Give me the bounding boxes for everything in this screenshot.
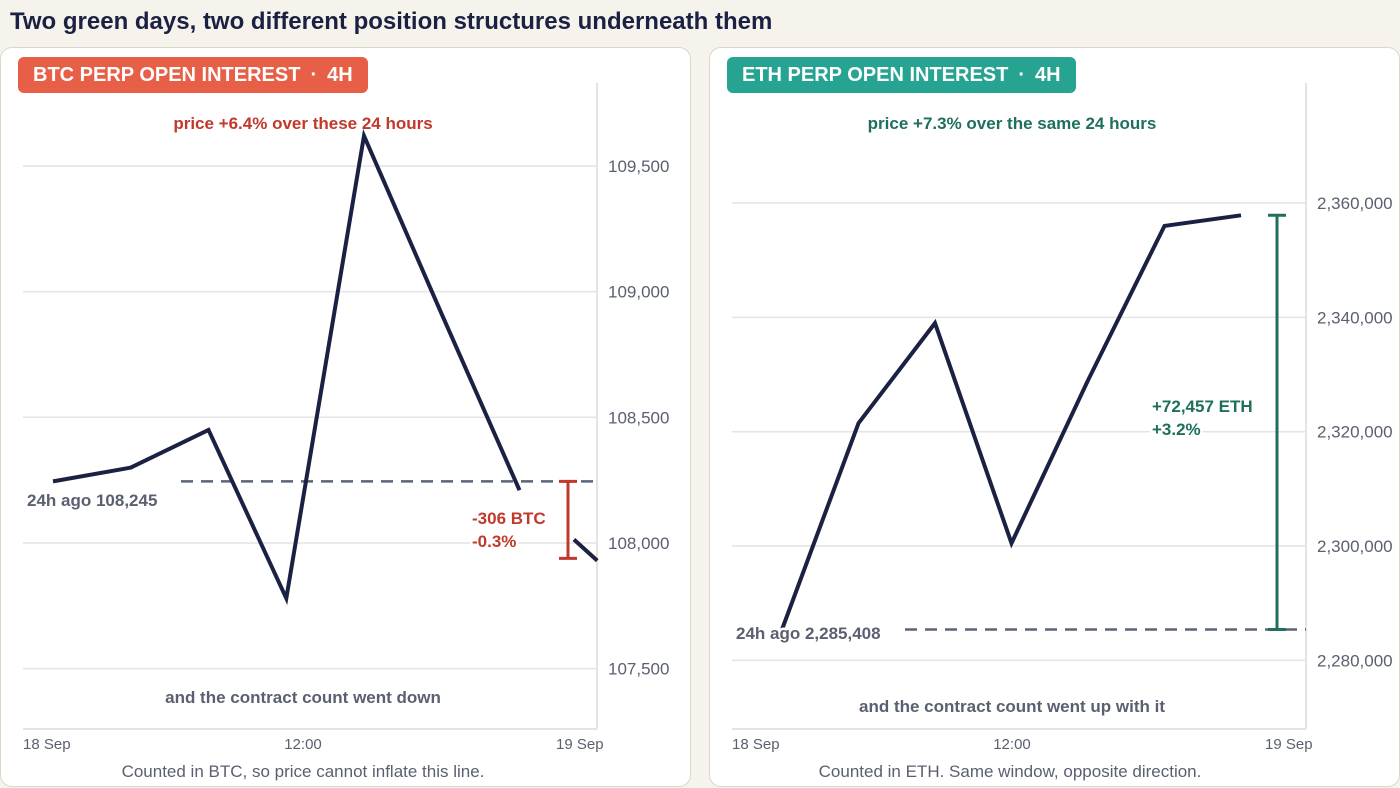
btc-price-note: price +6.4% over these 24 hours — [173, 114, 432, 133]
page-title: Two green days, two different position s… — [10, 8, 773, 35]
eth-badge-interval: 4H — [1035, 64, 1061, 86]
btc-badge-separator: · — [310, 64, 318, 86]
eth-open-interest-chart: 2,280,000 2,300,000 2,320,000 2,340,000 2,36… — [732, 83, 1393, 753]
eth-y-tick-label: 2,300,000 — [1317, 537, 1393, 556]
btc-oi-series-tail — [572, 537, 599, 563]
btc-y-tick-label: 108,000 — [608, 534, 669, 553]
eth-baseline-label: 24h ago 2,285,408 — [736, 624, 881, 643]
eth-x-tick-label: 12:00 — [993, 736, 1031, 753]
btc-y-tick-label: 108,500 — [608, 408, 669, 427]
btc-change-amount: -306 BTC — [472, 509, 546, 528]
btc-change-percent: -0.3% — [472, 532, 516, 551]
btc-bottom-note: and the contract count went down — [165, 688, 441, 707]
eth-x-tick-label: 19 Sep — [1265, 736, 1313, 753]
eth-change-amount: +72,457 ETH — [1152, 397, 1253, 416]
eth-change-percent: +3.2% — [1152, 420, 1201, 439]
btc-badge-interval: 4H — [327, 64, 353, 86]
btc-y-tick-label: 109,500 — [608, 157, 669, 176]
eth-oi-series-line — [780, 213, 1242, 631]
btc-y-tick-label: 107,500 — [608, 660, 669, 679]
eth-y-tick-label: 2,320,000 — [1317, 423, 1393, 442]
eth-bottom-note: and the contract count went up with it — [859, 697, 1165, 716]
eth-y-tick-label: 2,280,000 — [1317, 651, 1393, 670]
eth-badge-title: ETH PERP OPEN INTEREST — [742, 64, 1009, 86]
btc-badge-title: BTC PERP OPEN INTEREST — [33, 64, 301, 86]
btc-x-tick-label: 18 Sep — [23, 736, 71, 753]
btc-panel-badge: BTC PERP OPEN INTEREST · 4H — [18, 57, 368, 93]
btc-oi-series-line — [52, 128, 522, 606]
btc-footnote: Counted in BTC, so price cannot inflate … — [121, 762, 485, 781]
eth-y-tick-label: 2,340,000 — [1317, 308, 1393, 327]
btc-x-tick-label: 19 Sep — [556, 736, 604, 753]
btc-open-interest-chart: 107,500 108,000 108,500 109,000 109,500 18 Se… — [23, 83, 669, 753]
eth-open-interest-panel: 2,280,000 2,300,000 2,320,000 2,340,000 2,36… — [709, 47, 1400, 787]
eth-badge-separator: · — [1018, 64, 1026, 86]
btc-y-tick-label: 109,000 — [608, 283, 669, 302]
btc-x-tick-label: 12:00 — [284, 736, 322, 753]
eth-panel-badge: ETH PERP OPEN INTEREST · 4H — [727, 57, 1076, 93]
eth-price-note: price +7.3% over the same 24 hours — [868, 114, 1157, 133]
eth-footnote: Counted in ETH. Same window, opposite di… — [818, 762, 1202, 781]
btc-baseline-label: 24h ago 108,245 — [27, 491, 157, 510]
btc-open-interest-panel: 107,500 108,000 108,500 109,000 109,500 18 Se… — [0, 47, 691, 787]
eth-x-tick-label: 18 Sep — [732, 736, 780, 753]
eth-y-tick-label: 2,360,000 — [1317, 194, 1393, 213]
